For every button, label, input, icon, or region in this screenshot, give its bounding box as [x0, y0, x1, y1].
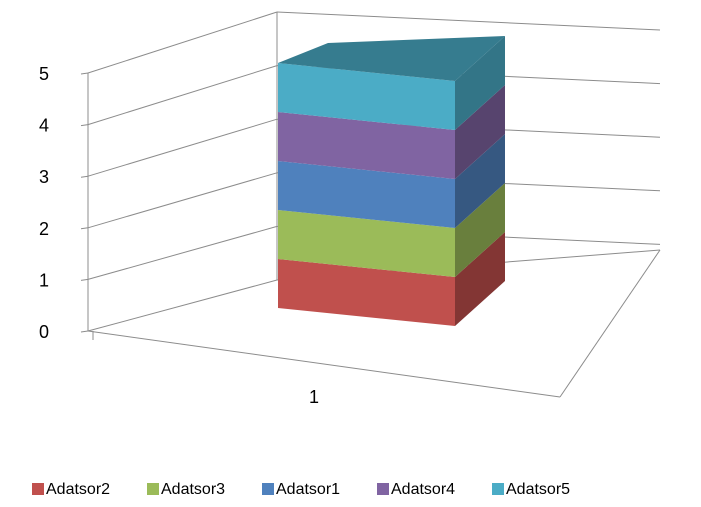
legend-item-Adatsor2: Adatsor2 [32, 481, 110, 498]
legend-swatch [492, 483, 504, 495]
x-axis: 1 [92, 331, 319, 407]
y-tick-label: 4 [39, 116, 49, 136]
bar-segment-Adatsor3 [278, 183, 505, 277]
bar-side-face [455, 36, 505, 130]
legend: Adatsor2 Adatsor3 Adatsor1 Adatsor4 Adatsor5 [32, 481, 570, 498]
legend-swatch [377, 483, 389, 495]
legend-label: Adatsor2 [46, 481, 110, 498]
bar-front-face [278, 112, 455, 179]
legend-swatch [147, 483, 159, 495]
legend-label: Adatsor5 [506, 481, 570, 498]
y-tick-mark-0 [80, 330, 89, 333]
y-axis: 0 1 2 3 4 5 [39, 64, 89, 342]
bar-stack [278, 36, 505, 326]
legend-item-Adatsor5: Adatsor5 [492, 481, 570, 498]
bar-segment-Adatsor5 [278, 36, 505, 130]
y-tick-mark-1 [80, 278, 89, 281]
gridline-side-2 [87, 172, 278, 229]
bar-front-face [278, 259, 455, 326]
gridline-side-5 [87, 11, 278, 74]
y-tick-label: 1 [39, 270, 49, 290]
chart-walls [87, 12, 661, 398]
bar-side-face [455, 183, 505, 277]
bar-side-face [455, 85, 505, 179]
bar-side-face [455, 232, 505, 326]
gridline-side-1 [87, 225, 278, 280]
bar-front-face [278, 63, 455, 130]
bar-top-face [278, 36, 505, 81]
gridline-side-0 [87, 279, 278, 332]
legend-item-Adatsor4: Adatsor4 [377, 481, 455, 498]
y-tick-label: 2 [39, 219, 49, 239]
legend-label: Adatsor4 [391, 481, 455, 498]
y-tick-mark-3 [80, 175, 89, 178]
y-tick-mark-5 [80, 72, 89, 75]
gridline-side-4 [87, 65, 278, 126]
gridline-side-3 [87, 118, 278, 177]
gridline-back-5 [276, 11, 661, 31]
legend-swatch [262, 483, 274, 495]
y-tick-label: 3 [39, 167, 49, 187]
x-tick-label: 1 [309, 387, 319, 407]
legend-label: Adatsor1 [276, 481, 340, 498]
bar-segment-Adatsor2 [278, 232, 505, 326]
bar-segment-Adatsor4 [278, 85, 505, 179]
y-tick-mark-4 [80, 124, 89, 127]
bar-front-face [278, 161, 455, 228]
y-tick-label: 5 [39, 64, 49, 84]
floor-right-edge [559, 249, 661, 398]
bar-side-face [455, 134, 505, 228]
bar-front-face [278, 210, 455, 277]
y-tick-mark-2 [80, 227, 89, 230]
legend-item-Adatsor3: Adatsor3 [147, 481, 225, 498]
legend-item-Adatsor1: Adatsor1 [262, 481, 340, 498]
floor-front-edge [87, 330, 561, 398]
legend-label: Adatsor3 [161, 481, 225, 498]
y-tick-label: 0 [39, 322, 49, 342]
legend-swatch [32, 483, 44, 495]
bar-segment-Adatsor1 [278, 134, 505, 228]
